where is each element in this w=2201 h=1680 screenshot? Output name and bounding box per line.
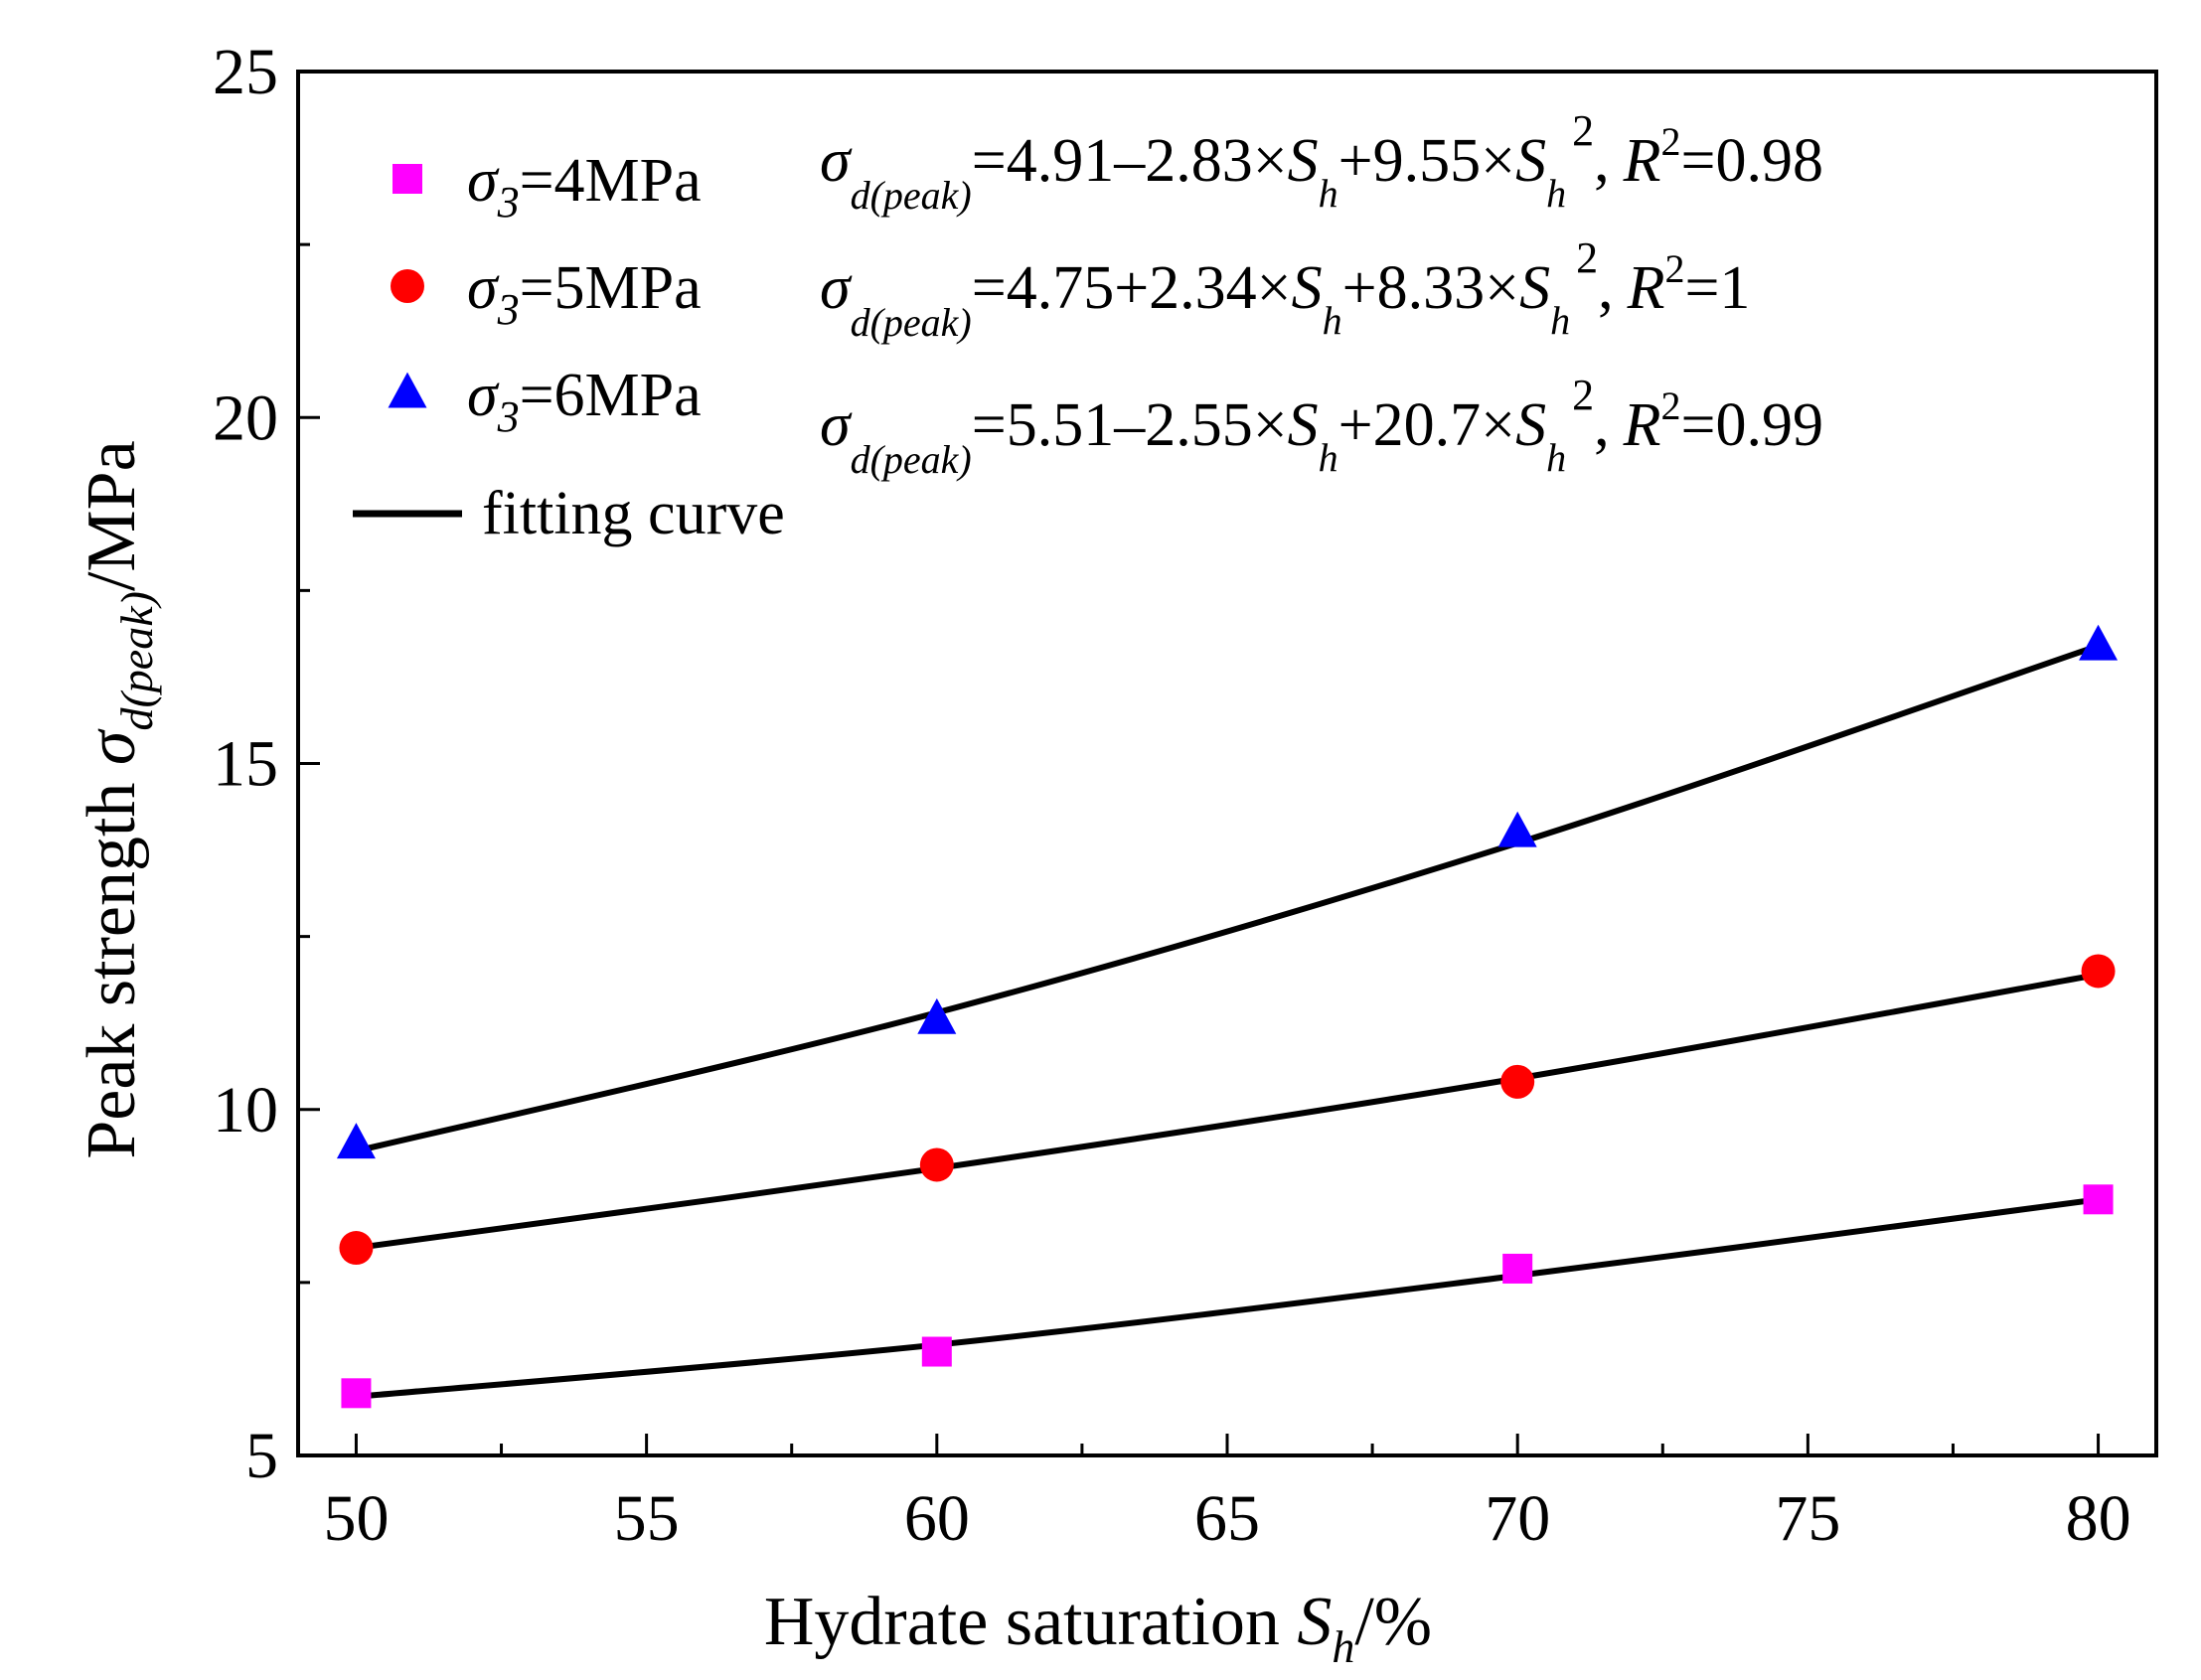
x-axis-title: Hydrate saturation Sh/%: [764, 1584, 1432, 1672]
data-point-series-1: [921, 1336, 952, 1367]
data-point-series-2: [919, 1147, 954, 1182]
fit-lines: [355, 643, 2100, 1400]
x-axis: 50 55 60 65 70 75 80: [323, 1434, 2131, 1555]
equation-series-1: σd(peak)=4.91–2.83×Sh+9.55×Sh2, R2=0.98: [820, 106, 1823, 218]
legend-label-series-2: σ3=5MPa: [467, 254, 702, 334]
legend: σ3=4MPa σ3=5MPa σ3=6MPa fitting curve: [353, 147, 785, 547]
data-point-series-1: [2083, 1184, 2114, 1215]
equation-series-3: σd(peak)=5.51–2.55×Sh+20.7×Sh2, R2=0.99: [820, 371, 1823, 482]
data-point-series-1: [341, 1378, 372, 1409]
data-markers: [336, 624, 2119, 1409]
y-tick-label: 25: [213, 36, 278, 108]
data-point-series-2: [2081, 954, 2116, 989]
x-tick-label: 55: [614, 1482, 680, 1555]
x-tick-label: 50: [323, 1482, 389, 1555]
legend-label-series-3: σ3=6MPa: [467, 362, 702, 441]
y-tick-label: 20: [213, 382, 278, 454]
y-axis-title: Peak strength σd(peak)/MPa: [74, 440, 162, 1158]
legend-marker-series-2: [391, 269, 424, 303]
legend-marker-series-1: [393, 164, 422, 194]
fit-line-series-2: [356, 971, 2100, 1252]
x-tick-label: 60: [904, 1482, 970, 1555]
equation-series-2: σd(peak)=4.75+2.34×Sh+8.33×Sh2, R2=1: [820, 233, 1750, 345]
x-tick-label: 75: [1775, 1482, 1840, 1555]
x-tick-label: 80: [2066, 1482, 2131, 1555]
y-axis: 5 10 15 20 25: [213, 36, 320, 1492]
y-tick-label: 10: [213, 1074, 278, 1146]
data-point-series-1: [1502, 1253, 1533, 1284]
legend-marker-series-3: [388, 372, 427, 408]
fit-line-series-1: [356, 1196, 2099, 1400]
fit-line-series-3: [355, 643, 2100, 1154]
x-tick-label: 65: [1194, 1482, 1260, 1555]
legend-label-fit: fitting curve: [482, 480, 785, 547]
data-point-series-3: [336, 1123, 376, 1159]
data-point-series-2: [339, 1231, 374, 1266]
y-tick-label: 15: [213, 728, 278, 801]
y-tick-label: 5: [245, 1420, 278, 1492]
data-point-series-3: [2079, 624, 2119, 661]
x-tick-label: 70: [1485, 1482, 1550, 1555]
legend-label-series-1: σ3=4MPa: [467, 147, 702, 227]
data-point-series-2: [1500, 1064, 1535, 1099]
data-point-series-3: [1497, 811, 1537, 847]
fit-equations: σd(peak)=4.91–2.83×Sh+9.55×Sh2, R2=0.98 σd…: [820, 106, 1823, 482]
data-point-series-3: [917, 997, 957, 1034]
